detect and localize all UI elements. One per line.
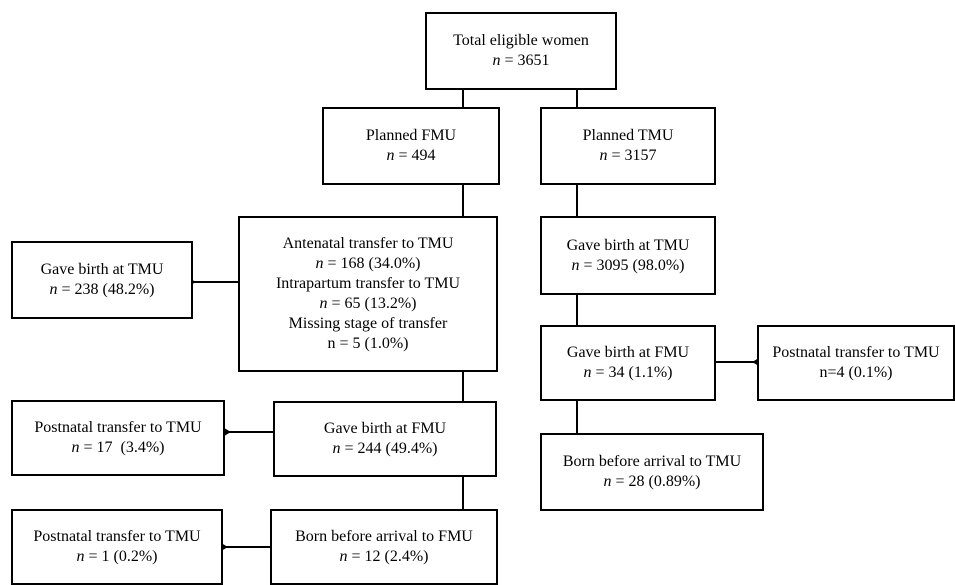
box-tmu-gave-birth-fmu: Gave birth at FMU n = 34 (1.1%) [540,325,716,401]
box-count: n = 244 (49.4%) [332,440,438,457]
n-symbol: n [315,255,324,272]
n-symbol: n [571,256,580,274]
box-label: Total eligible women [453,32,589,49]
box-count: n = 65 (13.2%) [319,295,417,312]
n-symbol: n [339,548,348,565]
n-symbol: n [49,281,58,298]
box-count: n = 3651 [492,52,550,69]
box-count: n = 17 (3.4%) [71,439,165,456]
box-total-eligible-women: Total eligible women n = 3651 [425,12,617,90]
box-label: Postnatal transfer to TMU [772,344,940,361]
box-tmu-gave-birth-tmu: Gave birth at TMU n = 3095 (98.0%) [540,216,716,295]
box-label: Missing stage of transfer [288,315,448,332]
box-label: Gave birth at TMU [566,236,690,254]
box-label: Antenatal transfer to TMU [282,235,454,252]
box-label: Postnatal transfer to TMU [33,528,201,545]
box-planned-fmu: Planned FMU n = 494 [322,107,500,185]
n-symbol: n [599,147,608,164]
box-count: n = 28 (0.89%) [603,473,701,490]
n-symbol: n [332,440,341,457]
n-symbol: n [603,473,612,490]
box-label: Born before arrival to TMU [562,453,742,470]
box-fmu-postnatal-transfer-17: Postnatal transfer to TMU n = 17 (3.4%) [11,400,225,476]
box-count: n = 3095 (98.0%) [571,256,685,274]
box-planned-tmu: Planned TMU n = 3157 [540,107,716,185]
n-symbol: n [71,439,80,456]
box-label: Gave birth at FMU [566,344,690,361]
box-tmu-born-before-arrival: Born before arrival to TMU n = 28 (0.89%… [540,433,764,511]
box-count: n = 34 (1.1%) [583,364,673,381]
box-count: n = 494 [386,147,436,164]
box-count: n = 5 (1.0%) [327,335,409,352]
box-count: n = 238 (48.2%) [49,281,155,298]
box-fmu-born-before-arrival: Born before arrival to FMU n = 12 (2.4%) [270,509,498,585]
box-count: n=4 (0.1%) [819,364,893,381]
box-fmu-transfers: Antenatal transfer to TMU n = 168 (34.0%… [238,216,498,372]
box-count: n = 12 (2.4%) [339,548,429,565]
box-count: n = 3157 [599,147,657,164]
n-symbol: n [76,548,85,565]
box-fmu-gave-birth-tmu: Gave birth at TMU n = 238 (48.2%) [11,241,193,319]
box-count: n = 1 (0.2%) [76,548,158,565]
n-symbol: n [319,295,328,312]
box-fmu-gave-birth-fmu: Gave birth at FMU n = 244 (49.4%) [273,401,497,477]
n-symbol: n [583,364,592,381]
box-fmu-postnatal-transfer-1: Postnatal transfer to TMU n = 1 (0.2%) [11,509,223,585]
n-symbol: n [492,52,501,69]
box-label: Born before arrival to FMU [295,528,473,545]
n-symbol: n [386,147,395,164]
box-label: Planned FMU [365,127,457,144]
box-label: Gave birth at FMU [323,420,447,437]
box-label: Postnatal transfer to TMU [34,419,202,436]
box-label: Intrapartum transfer to TMU [275,275,461,292]
box-count: n = 168 (34.0%) [315,255,421,272]
box-tmu-postnatal-transfer: Postnatal transfer to TMU n=4 (0.1%) [757,325,955,401]
box-label: Planned TMU [582,127,674,144]
box-label: Gave birth at TMU [40,261,164,278]
